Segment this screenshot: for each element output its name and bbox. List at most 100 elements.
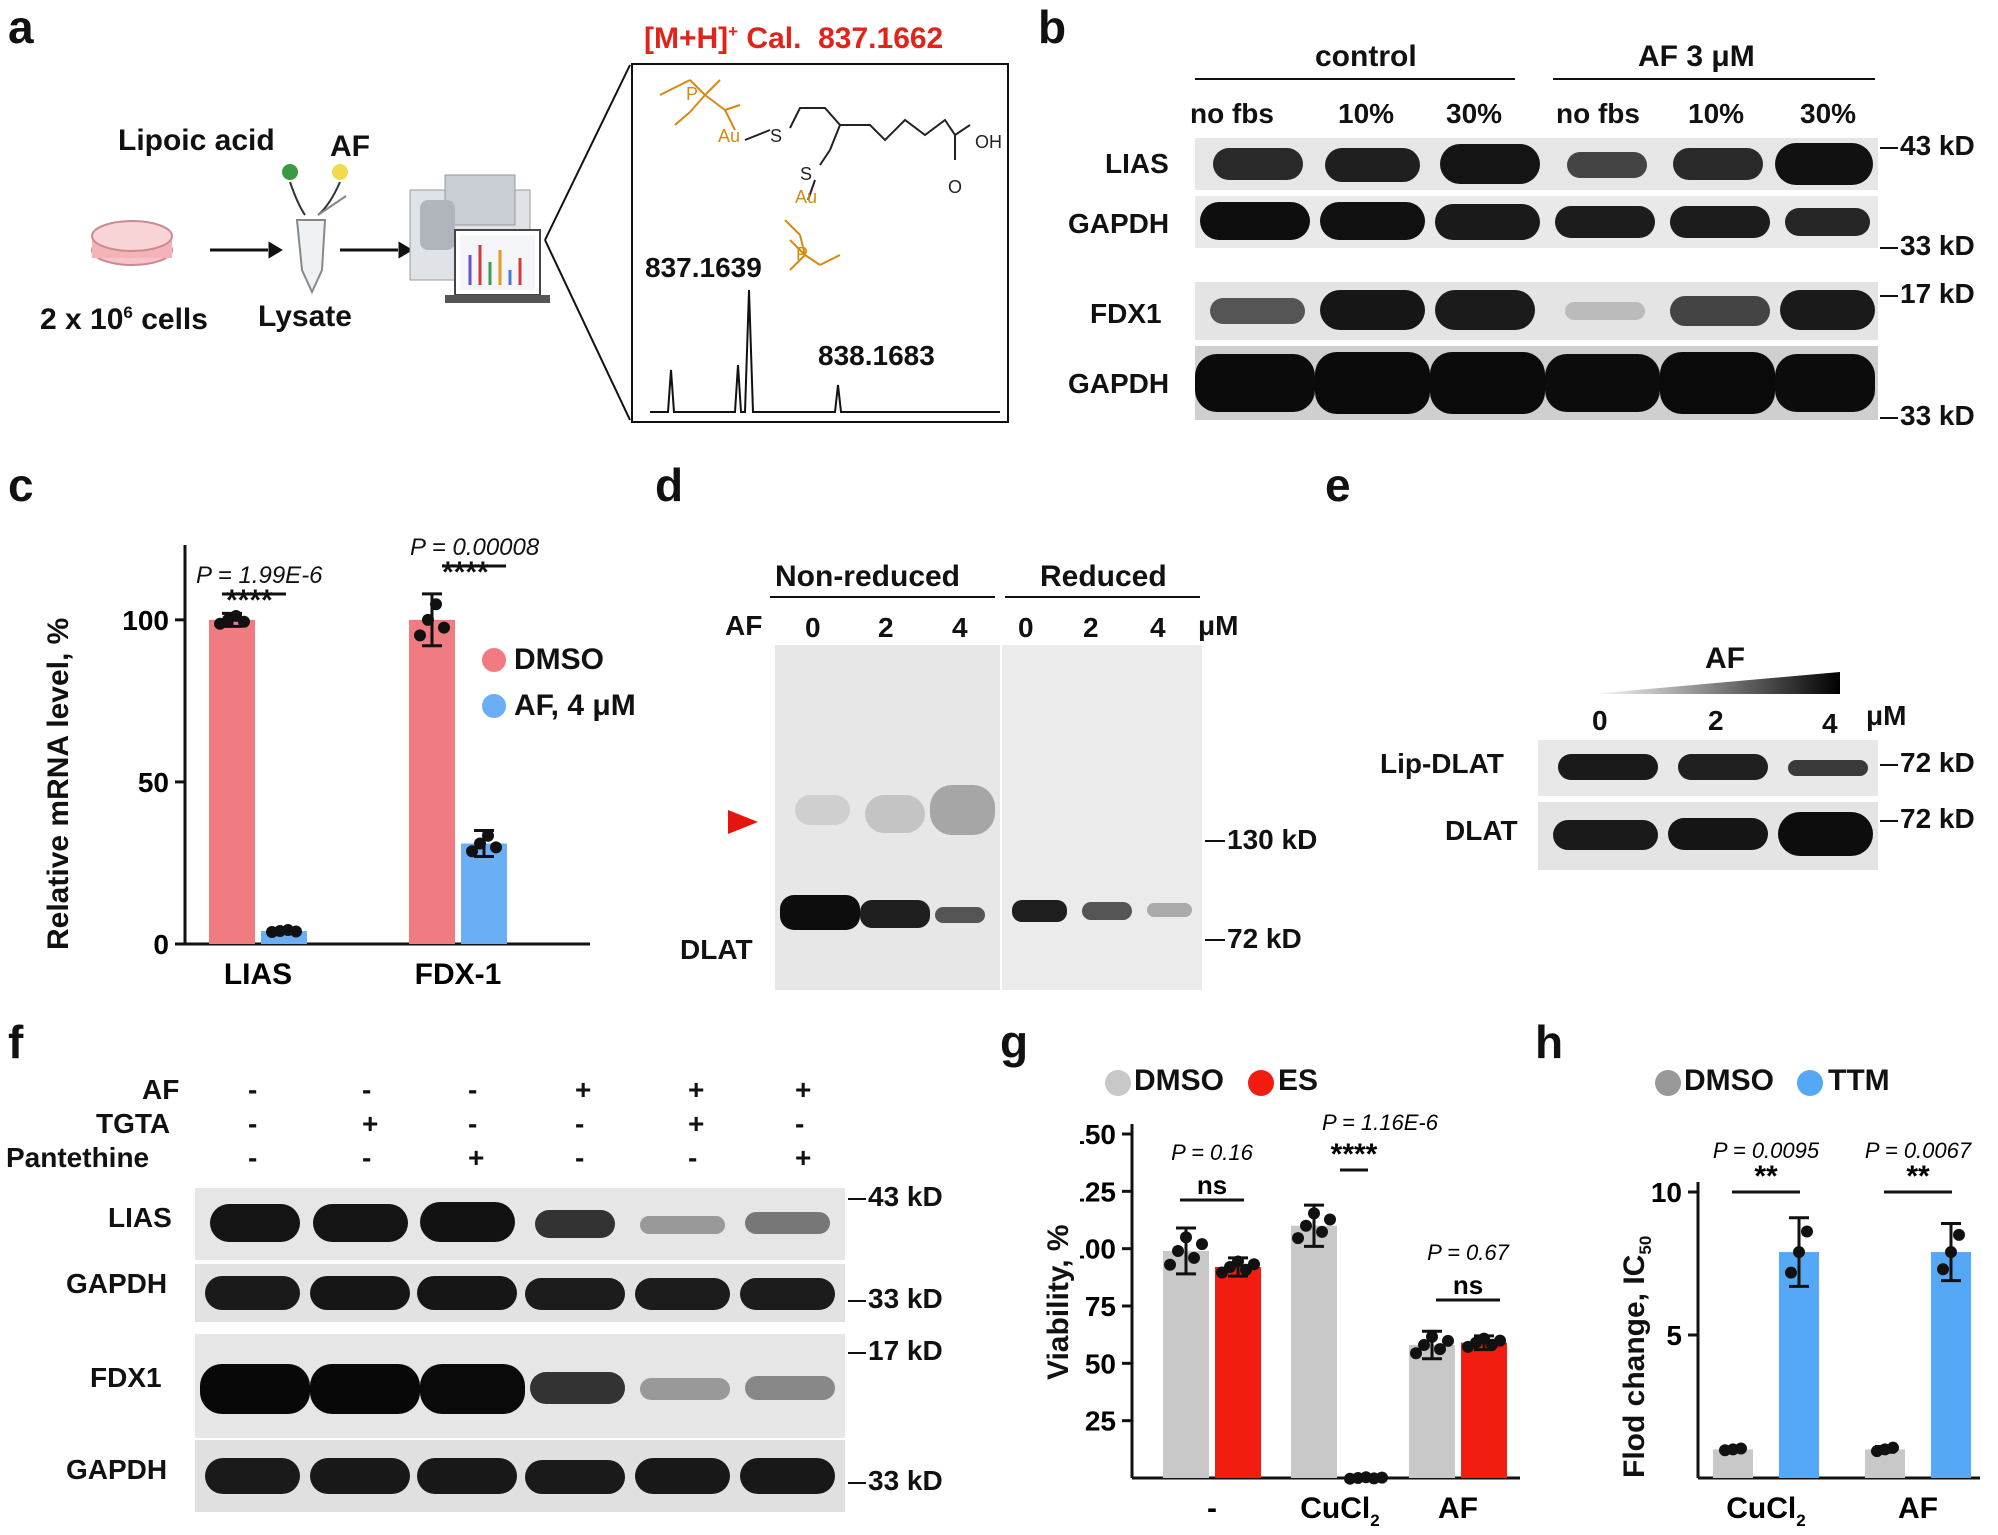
panel-label-f: f xyxy=(8,1016,24,1068)
condition-sign: + xyxy=(575,1074,592,1105)
svg-text:Au: Au xyxy=(718,126,740,146)
chart-c-stars-1: **** xyxy=(226,584,273,617)
blot-lip-dlat xyxy=(1538,740,1878,796)
data-point xyxy=(1494,1334,1506,1347)
mass-calculated: [M+H]+ Cal. 837.1662 xyxy=(644,22,944,55)
y-tick-label: 50 xyxy=(138,767,169,798)
lane-label: 30% xyxy=(1800,98,1857,129)
data-point xyxy=(1442,1334,1454,1347)
x-category-label: FDX-1 xyxy=(415,958,502,991)
lane-label: 0 xyxy=(805,612,821,643)
data-point xyxy=(1316,1225,1328,1238)
arrowhead-icon xyxy=(728,810,758,834)
group-af: AF 3 μM xyxy=(1638,40,1755,73)
data-point xyxy=(1164,1258,1176,1271)
y-tick-label: 10 xyxy=(1651,1177,1682,1208)
blot-dlat xyxy=(1538,802,1878,870)
chart-g-ylabel: Viability, % xyxy=(1042,1224,1075,1380)
y-tick-label: 125 xyxy=(1080,1176,1116,1207)
marker-72kd: 72 kD xyxy=(1900,747,1975,778)
lane-label: 0 xyxy=(1592,705,1608,736)
data-point xyxy=(1735,1442,1747,1455)
legend-es-dot xyxy=(1248,1070,1274,1096)
marker-130kd: 130 kD xyxy=(1227,824,1318,855)
data-point xyxy=(1801,1225,1813,1238)
data-point xyxy=(1196,1238,1208,1251)
y-tick-label: 50 xyxy=(1085,1348,1116,1379)
marker-17kd: 17 kD xyxy=(868,1335,943,1366)
p-value: P = 0.0067 xyxy=(1865,1138,1972,1163)
lipoic-acid-dot-icon xyxy=(282,164,298,180)
legend-af: AF, 4 μM xyxy=(514,689,636,722)
panel-label-h: h xyxy=(1535,1016,1564,1068)
marker-43kd: 43 kD xyxy=(1900,130,1975,161)
blot-lias xyxy=(1195,138,1878,190)
p-value: P = 1.16E-6 xyxy=(1322,1110,1439,1135)
svg-text:P: P xyxy=(686,84,698,104)
row-label: Lip-DLAT xyxy=(1380,748,1504,779)
svg-text:S: S xyxy=(800,164,812,184)
blot-gapdh-1 xyxy=(1195,196,1878,248)
bar-dmso xyxy=(1291,1225,1337,1478)
x-category-label: CuCl2 xyxy=(1300,1492,1379,1530)
condition-sign: - xyxy=(575,1108,585,1139)
petri-dish-icon xyxy=(91,220,173,266)
data-point xyxy=(1945,1246,1957,1259)
panel-label-a: a xyxy=(8,1,34,53)
condition-sign: + xyxy=(688,1108,705,1139)
y-tick-label: 75 xyxy=(1085,1291,1116,1322)
legend-dmso: DMSO xyxy=(1684,1064,1774,1097)
lane-label: 10% xyxy=(1338,98,1395,129)
marker-33kd: 33 kD xyxy=(1900,400,1975,431)
x-category-label: LIAS xyxy=(224,958,292,991)
condition-sign: + xyxy=(468,1142,485,1173)
data-point xyxy=(1887,1441,1899,1454)
p-value: P = 0.0095 xyxy=(1713,1138,1820,1163)
condition-sign: - xyxy=(468,1074,478,1105)
condition-sign: - xyxy=(362,1142,372,1173)
data-point xyxy=(490,841,502,854)
lane-label: no fbs xyxy=(1190,98,1274,129)
data-point xyxy=(1793,1246,1805,1259)
arrow-icon xyxy=(210,241,413,259)
blot-nonreduced xyxy=(775,645,1000,990)
data-point xyxy=(422,613,434,626)
data-point xyxy=(1292,1232,1304,1245)
bar-dmso xyxy=(1163,1250,1209,1478)
blot-fdx1 xyxy=(1195,282,1878,340)
x-category-label: - xyxy=(1207,1492,1217,1525)
chart-c: 0 50 100 LIAS FDX-1 xyxy=(122,545,590,991)
condition-sign: + xyxy=(362,1108,379,1139)
lane-label: 0 xyxy=(1018,612,1034,643)
row-label: FDX1 xyxy=(1090,298,1162,329)
panel-label-e: e xyxy=(1325,459,1351,511)
svg-text:P: P xyxy=(796,244,808,264)
legend-es: ES xyxy=(1278,1064,1319,1097)
data-point xyxy=(466,845,478,858)
data-point xyxy=(1410,1347,1422,1360)
legend-dmso-dot xyxy=(1655,1070,1681,1096)
x-category-label: AF xyxy=(1898,1492,1938,1525)
lane-label: 2 xyxy=(1708,705,1724,736)
condition-label: Pantethine xyxy=(6,1142,150,1173)
blot-reduced xyxy=(1002,645,1202,990)
panel-label-b: b xyxy=(1038,1,1067,53)
bar-es xyxy=(1461,1342,1507,1478)
row-label: FDX1 xyxy=(90,1362,162,1393)
lane-label: 2 xyxy=(1083,612,1099,643)
marker-43kd: 43 kD xyxy=(868,1181,943,1212)
condition-sign: - xyxy=(362,1074,372,1105)
peak-label-1: 837.1639 xyxy=(645,252,762,283)
svg-text:O: O xyxy=(948,177,962,197)
marker-72kd: 72 kD xyxy=(1227,923,1302,954)
mass-spectrometer-icon xyxy=(409,174,550,303)
chart-c-pvalue-2: P = 0.00008 xyxy=(410,534,540,561)
svg-text:S: S xyxy=(770,126,782,146)
mass-spectrum xyxy=(650,289,1000,413)
cells-label: 2 x 106 cells xyxy=(40,303,208,336)
chart-c-ylabel: Relative mRNA level, % xyxy=(42,617,75,950)
blot-f-lias xyxy=(195,1188,845,1260)
row-label: DLAT xyxy=(1445,815,1518,846)
row-label: GAPDH xyxy=(1068,368,1170,399)
